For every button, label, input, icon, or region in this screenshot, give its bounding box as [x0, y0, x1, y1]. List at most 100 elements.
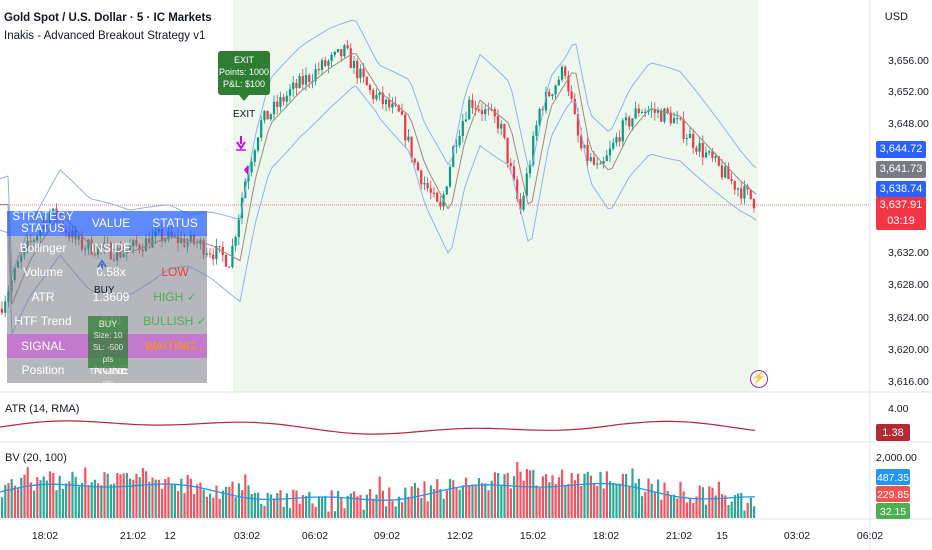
volume-bar	[621, 473, 624, 518]
candle-body	[400, 111, 404, 115]
volume-bar	[477, 477, 480, 518]
session-highlight	[233, 0, 758, 392]
price-tick: 3,624.00	[888, 312, 929, 324]
candle-body	[365, 76, 368, 86]
volume-bar	[634, 483, 637, 518]
volume-bar	[484, 483, 487, 518]
volume-bar	[637, 478, 640, 518]
price-tick: 3,628.00	[888, 279, 929, 291]
volume-bar	[65, 483, 68, 518]
candle-body	[474, 107, 477, 110]
volume-bar	[615, 484, 618, 518]
volume-bar	[145, 471, 148, 518]
volume-bar	[593, 483, 596, 518]
volume-bar	[570, 473, 573, 518]
volume-bar	[673, 494, 676, 518]
volume-bar	[154, 479, 157, 518]
volume-bar	[164, 479, 167, 518]
exit-trade-box: EXIT Points: 1000 P&L: $100	[218, 51, 270, 101]
volume-bar	[33, 490, 36, 518]
volume-bar	[605, 471, 608, 518]
time-tick: 15:02	[520, 530, 546, 542]
candle-body	[602, 160, 605, 164]
volume-bar	[356, 496, 359, 518]
volume-bar	[449, 478, 452, 518]
volume-bar	[186, 475, 189, 518]
bv-value-label: 487.35	[877, 472, 909, 484]
candle-body	[327, 61, 330, 66]
candle-body	[413, 158, 416, 163]
volume-bar	[263, 505, 266, 518]
row-status: WAITING...	[144, 338, 206, 353]
candle-body	[663, 108, 666, 122]
exit-box-title: EXIT	[233, 55, 254, 65]
candle-body	[592, 157, 596, 165]
volume-bar	[90, 482, 93, 518]
volume-bar	[372, 498, 375, 518]
volume-bar	[327, 511, 330, 518]
candle-body	[509, 163, 512, 167]
candle-body	[503, 123, 506, 138]
buy-box-sl: SL: -500 pts	[92, 343, 124, 364]
volume-bar	[10, 479, 13, 518]
bv-value-label: 229.85	[877, 489, 909, 501]
candle-body	[560, 66, 564, 80]
lightning-icon[interactable]: ⚡	[750, 370, 768, 388]
volume-bar	[257, 492, 260, 518]
price-tick: 3,648.00	[888, 118, 929, 130]
volume-bar	[228, 486, 231, 518]
candle-body	[557, 79, 560, 86]
volume-bar	[84, 467, 87, 518]
candle-body	[484, 109, 487, 115]
volume-bar	[119, 474, 122, 518]
candle-body	[548, 91, 551, 97]
candle-body	[212, 254, 215, 260]
volume-bar	[439, 489, 442, 518]
volume-bar	[573, 480, 576, 518]
volume-bar	[679, 481, 682, 518]
volume-bar	[692, 503, 695, 518]
candle-body	[346, 45, 349, 49]
candle-body	[567, 75, 570, 92]
atr-tick: 4.00	[888, 403, 909, 415]
candle-body	[266, 110, 269, 120]
volume-bar	[365, 494, 368, 518]
volume-bar	[167, 477, 170, 518]
volume-bar	[701, 487, 704, 518]
time-tick: 15	[716, 530, 728, 542]
time-tick: 21:02	[120, 530, 146, 542]
candle-body	[391, 103, 394, 108]
volume-bar	[231, 481, 234, 518]
row-value: 0.58x	[96, 265, 126, 280]
header-strategy: STRATEGY STATUS	[12, 211, 74, 236]
volume-bar	[490, 480, 493, 518]
candle-body	[368, 85, 372, 91]
candle-body	[461, 121, 464, 136]
candle-body	[624, 117, 628, 121]
volume-bar	[727, 504, 730, 518]
candle-body	[724, 166, 727, 178]
currency-selector[interactable]: USD	[884, 11, 908, 23]
row-value: INSIDE	[90, 240, 131, 255]
volume-bar	[589, 475, 592, 518]
volume-bar	[433, 489, 436, 518]
candle-body	[541, 108, 544, 111]
volume-bar	[138, 477, 141, 518]
candle-body	[570, 91, 573, 99]
candle-body	[743, 185, 746, 199]
candle-body	[752, 198, 756, 209]
candle-body	[538, 108, 541, 126]
candle-body	[324, 60, 327, 66]
volume-bar	[122, 473, 125, 518]
candle-body	[292, 82, 295, 90]
candle-body	[343, 45, 346, 57]
candle-body	[669, 112, 672, 124]
candle-body	[676, 118, 679, 120]
indicator-title: Inakis - Advanced Breakout Strategy v1	[4, 30, 206, 42]
volume-bar	[529, 470, 532, 518]
candle-body	[656, 110, 660, 113]
candle-body	[480, 110, 484, 115]
volume-bar	[346, 495, 349, 518]
